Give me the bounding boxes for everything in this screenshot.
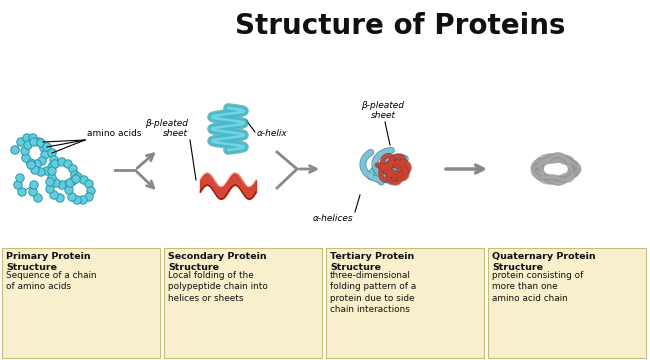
Circle shape (30, 138, 38, 146)
Circle shape (80, 176, 88, 184)
Circle shape (24, 141, 32, 149)
Circle shape (65, 186, 73, 194)
Text: Secondary Protein
Structure: Secondary Protein Structure (168, 252, 266, 273)
FancyBboxPatch shape (164, 248, 322, 358)
Circle shape (43, 143, 51, 151)
Circle shape (29, 188, 37, 196)
Circle shape (68, 193, 76, 201)
Circle shape (48, 163, 56, 171)
Text: α-helices: α-helices (313, 214, 353, 223)
Circle shape (56, 194, 64, 202)
Circle shape (23, 134, 31, 142)
Circle shape (22, 154, 30, 162)
Circle shape (69, 177, 77, 185)
Circle shape (48, 174, 56, 182)
Text: protein consisting of
more than one
amino acid chain: protein consisting of more than one amin… (492, 271, 584, 303)
Circle shape (73, 196, 81, 204)
Text: amino acids: amino acids (87, 129, 142, 138)
Circle shape (14, 181, 22, 189)
Circle shape (43, 167, 51, 175)
FancyBboxPatch shape (2, 248, 160, 358)
Text: three-dimensional
folding pattern of a
protein due to side
chain interactions: three-dimensional folding pattern of a p… (330, 271, 416, 314)
Circle shape (41, 151, 49, 159)
Circle shape (21, 147, 29, 155)
Circle shape (11, 146, 20, 154)
Circle shape (50, 191, 58, 199)
Circle shape (27, 159, 35, 167)
Circle shape (84, 180, 93, 188)
Circle shape (30, 181, 38, 189)
Text: Tertiary Protein
Structure: Tertiary Protein Structure (330, 252, 414, 273)
Circle shape (16, 174, 24, 182)
Text: Primary Protein
Structure: Primary Protein Structure (6, 252, 90, 273)
Circle shape (18, 188, 26, 196)
Circle shape (46, 185, 54, 193)
Circle shape (69, 165, 77, 173)
Text: α-helix: α-helix (257, 129, 288, 138)
Circle shape (37, 139, 46, 147)
Circle shape (51, 160, 59, 168)
Circle shape (37, 168, 46, 176)
Circle shape (35, 138, 43, 146)
Text: β-pleated
sheet: β-pleated sheet (145, 118, 188, 138)
Circle shape (31, 166, 39, 174)
Circle shape (46, 178, 54, 186)
Circle shape (52, 179, 60, 187)
Circle shape (27, 161, 35, 169)
Text: Quaternary Protein
Structure: Quaternary Protein Structure (492, 252, 595, 273)
Text: Local folding of the
polypeptide chain into
helices or sheets: Local folding of the polypeptide chain i… (168, 271, 268, 303)
Circle shape (48, 149, 56, 157)
FancyBboxPatch shape (326, 248, 484, 358)
Circle shape (84, 193, 93, 201)
Circle shape (72, 175, 80, 183)
Circle shape (17, 138, 25, 146)
Circle shape (79, 196, 87, 204)
Text: β-pleated
sheet: β-pleated sheet (361, 100, 404, 120)
Circle shape (50, 156, 58, 164)
Circle shape (38, 157, 46, 165)
Circle shape (58, 158, 66, 166)
Circle shape (87, 187, 95, 195)
Circle shape (32, 160, 41, 168)
Circle shape (74, 173, 82, 181)
FancyBboxPatch shape (488, 248, 646, 358)
Circle shape (64, 160, 72, 168)
Circle shape (58, 181, 66, 189)
Circle shape (40, 144, 48, 152)
Text: Structure of Proteins: Structure of Proteins (235, 12, 566, 40)
Circle shape (34, 194, 42, 202)
Circle shape (64, 180, 72, 188)
Circle shape (66, 179, 74, 187)
Circle shape (29, 134, 37, 142)
Text: Sequence of a chain
of amino acids: Sequence of a chain of amino acids (6, 271, 97, 292)
Circle shape (71, 171, 79, 179)
Circle shape (48, 167, 56, 175)
